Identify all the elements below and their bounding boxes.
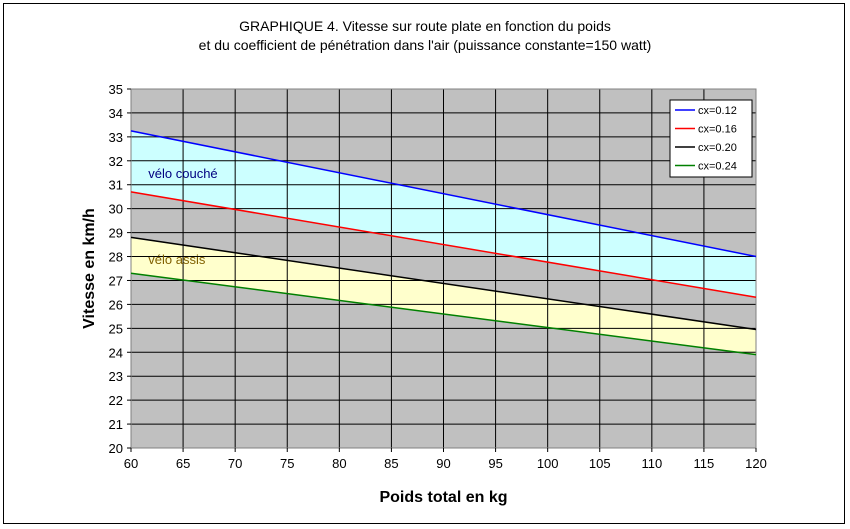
y-tick-label: 29 — [109, 226, 123, 241]
x-axis-label: Poids total en kg — [379, 489, 507, 506]
y-tick-label: 33 — [109, 130, 123, 145]
y-tick-label: 30 — [109, 202, 123, 217]
y-tick-label: 24 — [109, 345, 123, 360]
x-tick-label: 105 — [589, 456, 611, 471]
x-tick-label: 110 — [641, 456, 662, 471]
chart-title-line-1: GRAPHIQUE 4. Vitesse sur route plate en … — [239, 18, 611, 34]
y-axis-label: Vitesse en km/h — [81, 208, 98, 329]
x-tick-label: 80 — [332, 456, 346, 471]
y-tick-label: 22 — [109, 393, 123, 408]
x-tick-label: 70 — [228, 456, 242, 471]
y-tick-label: 20 — [109, 441, 123, 456]
series-line-2 — [130, 236, 757, 331]
y-tick-label: 25 — [109, 321, 123, 336]
x-tick-label: 85 — [384, 456, 398, 471]
series-line-1 — [130, 191, 757, 298]
series-line-0 — [130, 130, 757, 258]
x-tick-label: 95 — [488, 456, 502, 471]
y-tick-label: 23 — [109, 369, 123, 384]
x-tick-label: 65 — [176, 456, 190, 471]
series-line-3 — [130, 272, 757, 356]
y-tick-label: 28 — [109, 250, 123, 265]
y-tick-label: 35 — [109, 82, 123, 97]
x-tick-label: 120 — [745, 456, 767, 471]
x-tick-label: 90 — [436, 456, 450, 471]
chart-title-line-2: et du coefficient de pénétration dans l'… — [198, 37, 652, 53]
legend-label-3: cx=0.24 — [698, 161, 737, 173]
legend-label-0: cx=0.12 — [698, 105, 737, 117]
legend-label-1: cx=0.16 — [698, 124, 737, 136]
band-label-0: vélo couché — [148, 166, 217, 181]
y-tick-label: 34 — [109, 106, 123, 121]
y-tick-label: 27 — [109, 273, 123, 288]
x-tick-label: 60 — [124, 456, 138, 471]
x-tick-label: 100 — [537, 456, 559, 471]
y-tick-label: 21 — [109, 417, 123, 432]
legend-box — [669, 99, 753, 178]
x-tick-label: 75 — [280, 456, 294, 471]
legend-label-2: cx=0.20 — [698, 142, 737, 154]
y-tick-label: 31 — [109, 178, 123, 193]
x-tick-label: 115 — [694, 456, 715, 471]
band-label-1: vélo assis — [148, 252, 206, 267]
y-tick-label: 26 — [109, 297, 123, 312]
y-tick-label: 32 — [109, 154, 123, 169]
